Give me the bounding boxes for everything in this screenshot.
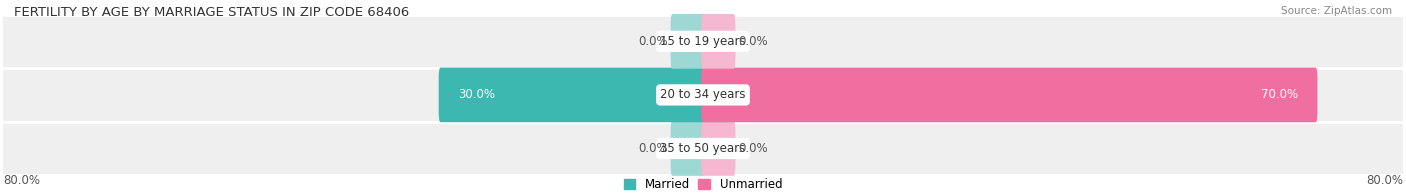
- Legend: Married, Unmarried: Married, Unmarried: [619, 173, 787, 196]
- Text: 15 to 19 years: 15 to 19 years: [661, 35, 745, 48]
- Text: 0.0%: 0.0%: [638, 35, 668, 48]
- FancyBboxPatch shape: [702, 68, 1317, 122]
- FancyBboxPatch shape: [0, 122, 1406, 175]
- FancyBboxPatch shape: [0, 15, 1406, 68]
- Text: 0.0%: 0.0%: [738, 35, 768, 48]
- FancyBboxPatch shape: [702, 121, 735, 176]
- FancyBboxPatch shape: [439, 68, 704, 122]
- Text: Source: ZipAtlas.com: Source: ZipAtlas.com: [1281, 6, 1392, 16]
- Text: 0.0%: 0.0%: [638, 142, 668, 155]
- Text: 80.0%: 80.0%: [1367, 174, 1403, 187]
- FancyBboxPatch shape: [702, 14, 735, 69]
- Text: 35 to 50 years: 35 to 50 years: [661, 142, 745, 155]
- Text: 0.0%: 0.0%: [738, 142, 768, 155]
- Text: 80.0%: 80.0%: [3, 174, 39, 187]
- FancyBboxPatch shape: [671, 14, 704, 69]
- FancyBboxPatch shape: [671, 121, 704, 176]
- FancyBboxPatch shape: [0, 68, 1406, 122]
- Text: FERTILITY BY AGE BY MARRIAGE STATUS IN ZIP CODE 68406: FERTILITY BY AGE BY MARRIAGE STATUS IN Z…: [14, 6, 409, 19]
- Text: 70.0%: 70.0%: [1261, 88, 1298, 101]
- Text: 30.0%: 30.0%: [458, 88, 495, 101]
- Text: 20 to 34 years: 20 to 34 years: [661, 88, 745, 101]
